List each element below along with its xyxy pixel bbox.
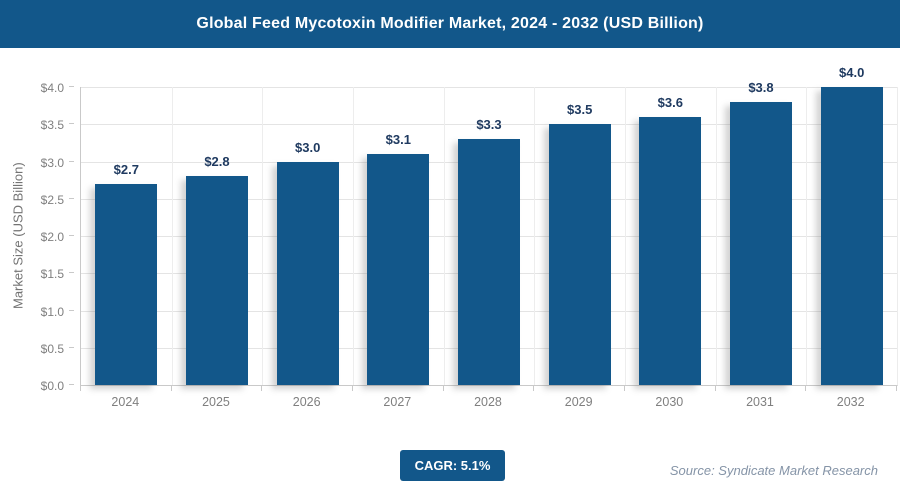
y-tick-label: $3.0: [40, 155, 64, 170]
bar-2032: [820, 87, 883, 385]
bar-2026: [276, 161, 339, 385]
v-gridline: [443, 87, 445, 385]
v-gridline: [353, 87, 354, 385]
y-tick-label: $2.0: [40, 230, 64, 244]
x-tick-mark: [170, 386, 172, 391]
y-tick-label: $3.5: [40, 118, 64, 133]
chart-title: Global Feed Mycotoxin Modifier Market, 2…: [196, 15, 704, 32]
bar-value-label: $3.6: [657, 94, 683, 110]
x-tick-label: 2031: [746, 395, 774, 409]
y-tick-mark: [69, 197, 74, 199]
x-tick-label: 2027: [383, 395, 412, 409]
y-tick-mark: [69, 309, 74, 311]
bar-2024: [95, 183, 158, 385]
bar-value-label: $2.7: [113, 161, 139, 177]
x-tick-label: 2032: [836, 395, 865, 409]
x-tick-mark: [533, 386, 535, 391]
cagr-badge: CAGR: 5.1%: [400, 450, 505, 481]
bar-2025: [186, 176, 248, 385]
x-tick-label: 2029: [564, 395, 593, 409]
y-tick-label: $4.0: [40, 81, 64, 95]
y-tick-label: $0.5: [40, 341, 64, 356]
v-gridline: [625, 87, 626, 385]
x-tick-label: 2025: [202, 395, 230, 409]
y-tick-mark: [69, 235, 74, 236]
y-axis: $0.0 $0.5 $1.0 $1.5 $2.0 $2.5 $3.0 $3.5 $4.0: [0, 81, 74, 393]
bar-2031: [730, 101, 792, 385]
bar-2027: [367, 154, 430, 385]
x-tick-mark: [624, 386, 625, 391]
plot-area: $2.7 $2.8 $3.0 $3.1 $3.3 $3.5 $3.6 $3.8 $4.0: [80, 65, 898, 386]
v-gridline: [262, 87, 264, 385]
y-tick-mark: [69, 123, 74, 125]
x-tick-label: 2026: [292, 395, 321, 409]
y-tick-mark: [69, 86, 74, 87]
v-gridline: [171, 87, 173, 385]
h-gridline: [81, 124, 897, 126]
bar-value-label: $3.5: [567, 102, 593, 118]
bar-2029: [548, 124, 611, 385]
bar-value-label: $2.8: [204, 154, 230, 170]
v-gridline: [715, 87, 717, 385]
x-tick-mark: [805, 386, 807, 391]
x-tick-mark: [442, 386, 444, 391]
y-tick-mark: [69, 272, 74, 274]
y-tick-mark: [69, 384, 74, 385]
bar-value-label: $4.0: [839, 65, 865, 80]
x-tick-label: 2030: [655, 395, 684, 409]
y-tick-label: $2.5: [40, 192, 64, 207]
chart-title-bar: Global Feed Mycotoxin Modifier Market, 2…: [0, 0, 900, 48]
x-tick-label: 2028: [474, 395, 502, 409]
y-tick-label: $1.5: [40, 267, 64, 282]
x-tick-mark: [80, 386, 81, 391]
x-tick-mark: [261, 386, 263, 391]
v-gridline: [806, 87, 808, 385]
x-axis: 2024 2025 2026 2027 2028 2029 2030 2031 2032: [80, 386, 897, 416]
x-tick-mark: [896, 386, 897, 391]
y-tick-mark: [69, 346, 74, 348]
bar-2030: [639, 116, 702, 385]
bar-value-label: $3.3: [476, 117, 502, 133]
bar-value-label: $3.1: [385, 132, 411, 148]
v-gridline: [534, 87, 536, 385]
x-tick-mark: [352, 386, 353, 391]
h-gridline: [81, 87, 897, 88]
y-tick-mark: [69, 160, 74, 162]
bar-value-label: $3.8: [748, 79, 774, 95]
y-tick-label: $1.0: [40, 304, 64, 319]
y-tick-label: $0.0: [40, 379, 64, 393]
bar-2028: [458, 139, 520, 385]
x-tick-mark: [714, 386, 716, 391]
bar-value-label: $3.0: [295, 139, 321, 155]
source-text: Source: Syndicate Market Research: [669, 463, 878, 478]
x-tick-label: 2024: [111, 395, 140, 409]
